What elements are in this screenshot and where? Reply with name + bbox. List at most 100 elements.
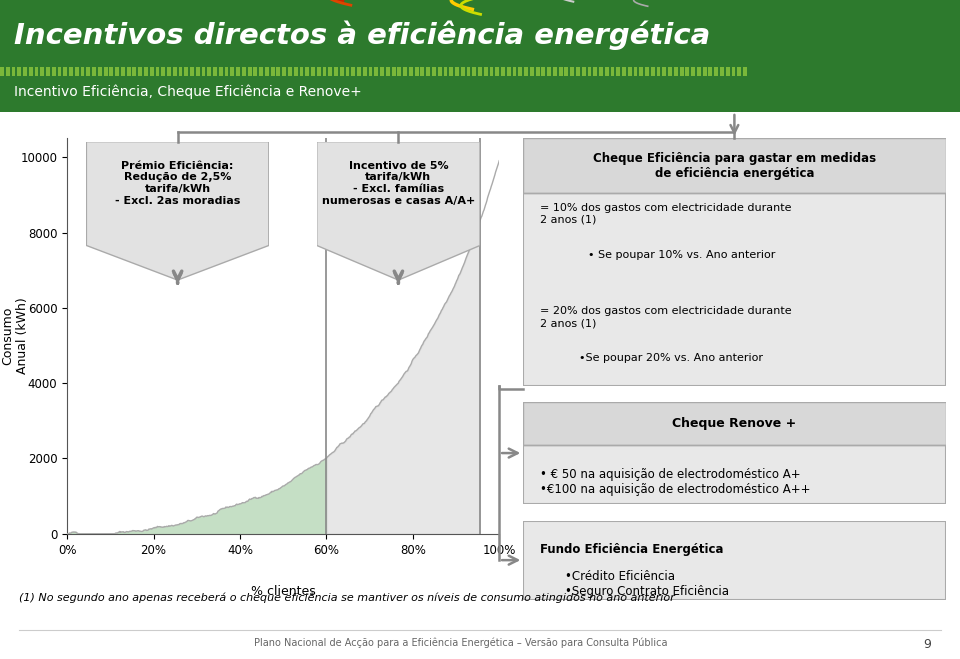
Bar	[271, 67, 275, 76]
Bar	[657, 67, 660, 76]
Bar	[737, 67, 741, 76]
Bar	[236, 67, 240, 76]
Bar	[12, 67, 15, 76]
Bar	[121, 67, 125, 76]
Bar	[340, 67, 344, 76]
Bar	[541, 67, 545, 76]
Bar	[374, 67, 378, 76]
Bar	[513, 67, 516, 76]
Bar	[311, 67, 315, 76]
Bar	[305, 67, 309, 76]
Bar	[490, 67, 493, 76]
Bar	[397, 67, 401, 76]
Bar	[144, 67, 148, 76]
Bar	[530, 67, 534, 76]
Bar	[570, 67, 574, 76]
Bar	[403, 67, 407, 76]
Bar	[346, 67, 349, 76]
Bar	[0, 67, 4, 76]
Bar	[6, 67, 10, 76]
Bar	[559, 67, 563, 76]
Bar	[81, 67, 84, 76]
Bar	[708, 67, 712, 76]
Bar	[92, 67, 96, 76]
Bar	[196, 67, 200, 76]
Bar	[219, 67, 223, 76]
Bar	[294, 67, 298, 76]
FancyBboxPatch shape	[523, 138, 946, 192]
Bar	[415, 67, 419, 76]
Text: Incentivos directos à eficiência energética: Incentivos directos à eficiência energét…	[14, 20, 710, 49]
Bar	[611, 67, 614, 76]
Bar	[444, 67, 447, 76]
Bar	[357, 67, 361, 76]
FancyBboxPatch shape	[523, 521, 946, 600]
Bar	[743, 67, 747, 76]
Bar	[98, 67, 102, 76]
Bar	[23, 67, 27, 76]
Bar	[651, 67, 655, 76]
Bar	[588, 67, 591, 76]
Bar	[179, 67, 182, 76]
Text: •Se poupar 20% vs. Ano anterior: •Se poupar 20% vs. Ano anterior	[565, 353, 763, 363]
Bar	[253, 67, 257, 76]
Bar	[288, 67, 292, 76]
Bar	[17, 67, 21, 76]
Bar	[628, 67, 632, 76]
Bar	[582, 67, 586, 76]
Text: = 10% dos gastos com electricidade durante
2 anos (1): = 10% dos gastos com electricidade duran…	[540, 203, 792, 224]
Bar	[190, 67, 194, 76]
Bar	[46, 67, 50, 76]
Bar	[52, 67, 56, 76]
Text: • Se poupar 10% vs. Ano anterior: • Se poupar 10% vs. Ano anterior	[574, 250, 776, 260]
Bar	[351, 67, 355, 76]
Text: Incentivo de 5%
tarifa/kWh
- Excl. famílias
numerosas e casas A/A+: Incentivo de 5% tarifa/kWh - Excl. famíl…	[322, 161, 475, 206]
Bar	[507, 67, 511, 76]
Bar	[732, 67, 735, 76]
Bar	[668, 67, 672, 76]
Bar	[127, 67, 131, 76]
Bar	[40, 67, 44, 76]
Bar	[501, 67, 505, 76]
Bar	[167, 67, 171, 76]
Bar	[674, 67, 678, 76]
Bar	[524, 67, 528, 76]
Bar	[432, 67, 436, 76]
Bar	[380, 67, 384, 76]
Bar	[662, 67, 666, 76]
Bar	[616, 67, 620, 76]
Bar	[461, 67, 465, 76]
Bar	[86, 67, 90, 76]
Bar	[472, 67, 476, 76]
Bar	[426, 67, 430, 76]
Bar	[242, 67, 246, 76]
Bar	[109, 67, 113, 76]
Bar	[478, 67, 482, 76]
Polygon shape	[317, 142, 480, 280]
Bar	[484, 67, 488, 76]
Bar	[409, 67, 413, 76]
Bar	[697, 67, 701, 76]
Bar	[720, 67, 724, 76]
Bar	[138, 67, 142, 76]
Bar	[553, 67, 557, 76]
Bar	[703, 67, 707, 76]
Bar	[265, 67, 269, 76]
Bar	[645, 67, 649, 76]
Bar	[323, 67, 326, 76]
Text: •Crédito Eficiência
•Seguro Contrato Eficiência: •Crédito Eficiência •Seguro Contrato Efi…	[565, 569, 730, 598]
Bar	[386, 67, 390, 76]
Bar	[35, 67, 38, 76]
Bar	[161, 67, 165, 76]
Text: • € 50 na aquisição de electrodoméstico A+
•€100 na aquisição de electrodoméstic: • € 50 na aquisição de electrodoméstico …	[540, 469, 810, 496]
Bar	[518, 67, 522, 76]
Bar	[317, 67, 321, 76]
Bar	[29, 67, 33, 76]
Bar	[132, 67, 136, 76]
Bar	[438, 67, 442, 76]
Bar	[184, 67, 188, 76]
Bar	[75, 67, 79, 76]
Bar	[328, 67, 332, 76]
Bar	[259, 67, 263, 76]
Bar	[726, 67, 730, 76]
